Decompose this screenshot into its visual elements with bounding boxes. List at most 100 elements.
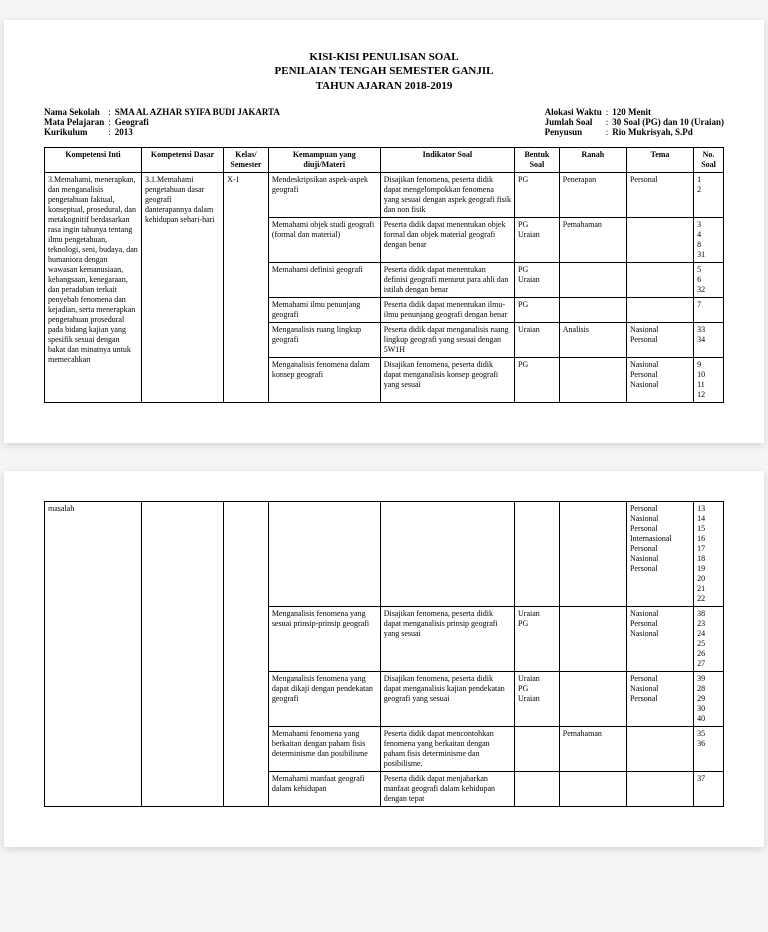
indikator-cell	[380, 501, 514, 606]
cell-line: Nasional	[630, 360, 690, 370]
no-soal: 24	[697, 629, 720, 639]
no-soal: 16	[697, 534, 720, 544]
meta-left: Nama Sekolah:SMA AL AZHAR SYIFA BUDI JAK…	[44, 107, 280, 137]
no-cell: 3334	[694, 322, 724, 357]
meta-row: Penyusun:Rio Mukrisyah, S.Pd	[545, 127, 724, 137]
no-soal: 7	[697, 300, 720, 310]
no-soal: 6	[697, 275, 720, 285]
cell-line: Uraian	[518, 230, 556, 240]
cell-line: Personal	[630, 544, 690, 554]
tema-cell: NasionalPersonal	[626, 322, 693, 357]
no-soal: 13	[697, 504, 720, 514]
cell-line: Uraian	[518, 275, 556, 285]
ki-cell: 3.Memahami, menerapkan, dan menganalisis…	[45, 172, 142, 402]
meta-row: Kurikulum:2013	[44, 127, 280, 137]
meta-row: Mata Pelajaran:Geografi	[44, 117, 280, 127]
indikator-cell: Peserta didik dapat menjabarkan manfaat …	[380, 771, 514, 806]
no-cell: 37	[694, 771, 724, 806]
cell-line: Nasional	[630, 325, 690, 335]
meta-block: Nama Sekolah:SMA AL AZHAR SYIFA BUDI JAK…	[44, 107, 724, 137]
cell-line: PG	[518, 360, 556, 370]
meta-label: Jumlah Soal	[545, 117, 606, 127]
kelas-cell	[224, 501, 269, 806]
bentuk-cell: PG	[515, 297, 560, 322]
doc-title: KISI-KISI PENULISAN SOAL PENILAIAN TENGA…	[44, 50, 724, 93]
no-cell: 5632	[694, 262, 724, 297]
kemampuan-cell	[268, 501, 380, 606]
table-header-cell: Kompetensi Inti	[45, 147, 142, 172]
kemampuan-cell: Mendeskripsikan aspek-aspek geografi	[268, 172, 380, 217]
meta-value: SMA AL AZHAR SYIFA BUDI JAKARTA	[115, 107, 280, 117]
no-soal: 12	[697, 390, 720, 400]
kemampuan-cell: Memahami manfaat geografi dalam kehidupa…	[268, 771, 380, 806]
no-cell: 382324252627	[694, 606, 724, 671]
no-soal: 38	[697, 609, 720, 619]
cell-line: Uraian	[518, 325, 556, 335]
meta-value: 2013	[115, 127, 280, 137]
cell-line: Uraian	[518, 694, 556, 704]
no-soal: 20	[697, 574, 720, 584]
no-soal: 19	[697, 564, 720, 574]
no-soal: 11	[697, 380, 720, 390]
cell-line: Nasional	[630, 684, 690, 694]
tema-cell	[626, 771, 693, 806]
cell-line: PG	[518, 175, 556, 185]
table-header-cell: Kelas/ Semester	[224, 147, 269, 172]
kisi-table-page2: masalahPersonalNasionalPersonalInternasi…	[44, 501, 724, 807]
meta-value: Rio Mukrisyah, S.Pd	[612, 127, 724, 137]
meta-right: Alokasi Waktu:120 MenitJumlah Soal:30 So…	[545, 107, 724, 137]
table-header-row: Kompetensi IntiKompetensi DasarKelas/ Se…	[45, 147, 724, 172]
no-soal: 23	[697, 619, 720, 629]
cell-line: Internasional	[630, 534, 690, 544]
no-soal: 35	[697, 729, 720, 739]
ranah-cell	[559, 297, 626, 322]
kemampuan-cell: Memahami ilmu penunjang geografi	[268, 297, 380, 322]
kelas-cell: X-1	[224, 172, 269, 402]
cell-line: Nasional	[630, 554, 690, 564]
cell-line: Personal	[630, 564, 690, 574]
page-1: KISI-KISI PENULISAN SOAL PENILAIAN TENGA…	[4, 20, 764, 443]
no-soal: 39	[697, 674, 720, 684]
title-line-2: PENILAIAN TENGAH SEMESTER GANJIL	[44, 64, 724, 78]
no-soal: 21	[697, 584, 720, 594]
no-soal: 26	[697, 649, 720, 659]
no-soal: 15	[697, 524, 720, 534]
no-soal: 40	[697, 714, 720, 724]
bentuk-cell: PGUraian	[515, 262, 560, 297]
no-soal: 5	[697, 265, 720, 275]
meta-label: Kurikulum	[44, 127, 108, 137]
no-soal: 22	[697, 594, 720, 604]
bentuk-cell: PGUraian	[515, 217, 560, 262]
no-cell: 3536	[694, 726, 724, 771]
meta-label: Mata Pelajaran	[44, 117, 108, 127]
cell-line: Nasional	[630, 380, 690, 390]
table-header-cell: Bentuk Soal	[515, 147, 560, 172]
no-soal: 34	[697, 335, 720, 345]
kemampuan-cell: Menganalisis fenomena yang dapat dikaji …	[268, 671, 380, 726]
indikator-cell: Disajikan fenomena, peserta didik dapat …	[380, 172, 514, 217]
cell-line: PG	[518, 684, 556, 694]
no-soal: 29	[697, 694, 720, 704]
kemampuan-cell: Memahami fenomena yang berkaitan dengan …	[268, 726, 380, 771]
no-cell: 34831	[694, 217, 724, 262]
title-line-3: TAHUN AJARAN 2018-2019	[44, 79, 724, 93]
no-soal: 32	[697, 285, 720, 295]
cell-line: PG	[518, 300, 556, 310]
tema-cell: Personal	[626, 172, 693, 217]
no-soal: 33	[697, 325, 720, 335]
cell-line: Personal	[630, 370, 690, 380]
ranah-cell: Penerapan	[559, 172, 626, 217]
no-cell: 9101112	[694, 357, 724, 402]
kisi-table-page1: Kompetensi IntiKompetensi DasarKelas/ Se…	[44, 147, 724, 403]
meta-value: 30 Soal (PG) dan 10 (Uraian)	[612, 117, 724, 127]
table-header-cell: Tema	[626, 147, 693, 172]
ranah-cell: Pemahaman	[559, 217, 626, 262]
indikator-cell: Disajikan fenomena, peserta didik dapat …	[380, 671, 514, 726]
ranah-cell	[559, 671, 626, 726]
bentuk-cell	[515, 501, 560, 606]
meta-value: 120 Menit	[612, 107, 724, 117]
table-row: 3.Memahami, menerapkan, dan menganalisis…	[45, 172, 724, 217]
ranah-cell: Analisis	[559, 322, 626, 357]
cell-line: PG	[518, 619, 556, 629]
kemampuan-cell: Menganalisis fenomena yang sesuai prinsi…	[268, 606, 380, 671]
